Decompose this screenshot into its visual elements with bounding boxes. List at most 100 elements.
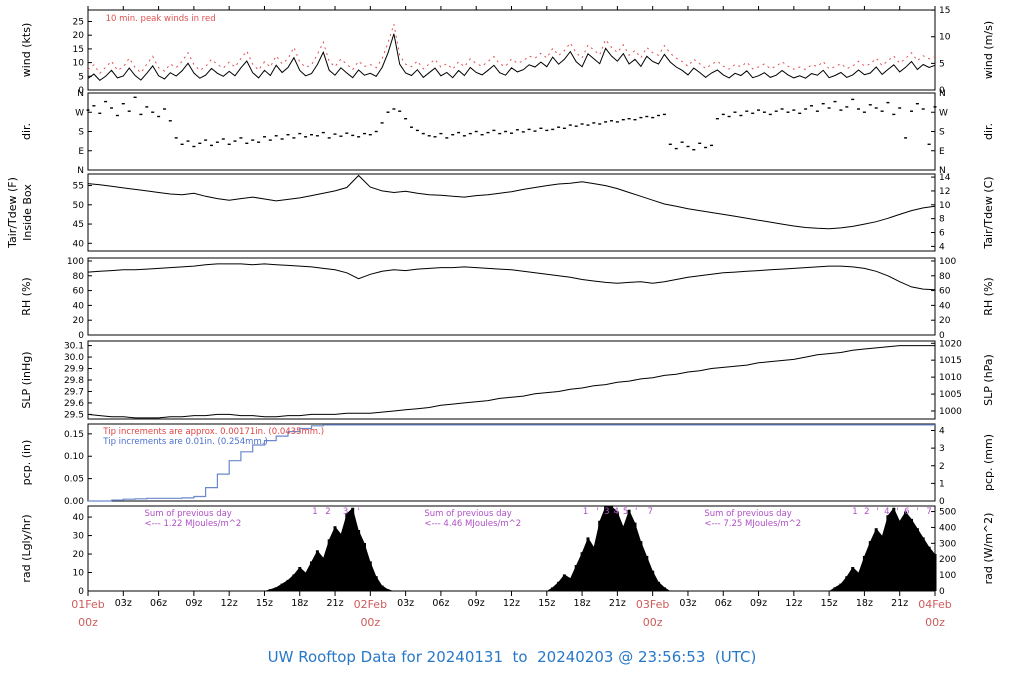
svg-text:01Feb: 01Feb — [71, 598, 104, 611]
svg-text:1: 1 — [583, 507, 588, 517]
svg-text:N: N — [77, 89, 84, 99]
svg-text:50: 50 — [73, 201, 85, 211]
svg-text:20: 20 — [939, 316, 951, 326]
svg-text:0.10: 0.10 — [64, 452, 84, 462]
svg-text:dir.: dir. — [982, 123, 995, 140]
svg-text:0.00: 0.00 — [64, 497, 84, 507]
svg-text:pcp. (mm): pcp. (mm) — [982, 434, 995, 491]
svg-text:21z: 21z — [891, 598, 908, 609]
svg-text:100: 100 — [939, 257, 956, 267]
svg-text:Tip increments are 0.01in. (0: Tip increments are 0.01in. (0.254mm.) — [102, 437, 267, 447]
svg-text:1: 1 — [939, 479, 945, 489]
svg-text:40: 40 — [939, 301, 951, 311]
svg-text:7: 7 — [926, 507, 931, 517]
svg-text:rad (W/m^2): rad (W/m^2) — [982, 513, 995, 585]
svg-text:15z: 15z — [821, 598, 838, 609]
svg-text:03z: 03z — [115, 598, 132, 609]
svg-text:Sum of previous day: Sum of previous day — [704, 509, 791, 519]
svg-text:3: 3 — [604, 507, 609, 517]
svg-text:0: 0 — [939, 331, 945, 341]
svg-text:4: 4 — [884, 507, 889, 517]
svg-text:E: E — [78, 147, 84, 157]
svg-text:12z: 12z — [503, 598, 520, 609]
svg-text:04Feb: 04Feb — [918, 598, 951, 611]
svg-text:10 min. peak winds in red: 10 min. peak winds in red — [106, 14, 216, 24]
svg-text:SLP (inHg): SLP (inHg) — [20, 351, 33, 408]
svg-text:wind (m/s): wind (m/s) — [982, 21, 995, 79]
svg-text:4: 4 — [939, 242, 945, 252]
svg-text:W: W — [75, 108, 84, 118]
svg-text:0: 0 — [939, 86, 945, 96]
svg-text:5: 5 — [78, 72, 84, 82]
svg-text:18z: 18z — [574, 598, 591, 609]
svg-text:0.15: 0.15 — [64, 430, 84, 440]
svg-text:2: 2 — [864, 507, 869, 517]
svg-text:100: 100 — [939, 571, 956, 581]
svg-text:12: 12 — [939, 187, 950, 197]
svg-text:1020: 1020 — [939, 339, 962, 349]
svg-text:06z: 06z — [715, 598, 732, 609]
svg-text:29.8: 29.8 — [64, 376, 84, 386]
svg-text:': ' — [596, 507, 598, 517]
svg-text:20: 20 — [73, 550, 85, 560]
svg-text:RH (%): RH (%) — [982, 277, 995, 315]
svg-text:1010: 1010 — [939, 373, 962, 383]
svg-text:Tair/Tdew (F): Tair/Tdew (F) — [6, 177, 19, 249]
svg-text:3: 3 — [939, 444, 945, 454]
svg-text:20: 20 — [73, 31, 85, 41]
svg-text:400: 400 — [939, 523, 956, 533]
svg-text:Sum of previous day: Sum of previous day — [424, 509, 511, 519]
svg-text:': ' — [916, 507, 918, 517]
svg-text:N: N — [939, 166, 946, 176]
svg-text:2: 2 — [939, 462, 945, 472]
svg-text:<--- 7.25 MJoules/m^2: <--- 7.25 MJoules/m^2 — [704, 519, 801, 529]
svg-text:8: 8 — [939, 215, 945, 225]
svg-text:1: 1 — [312, 507, 317, 517]
svg-text:29.9: 29.9 — [64, 365, 84, 375]
svg-text:': ' — [896, 507, 898, 517]
svg-text:20: 20 — [73, 316, 85, 326]
svg-text:40: 40 — [73, 301, 85, 311]
svg-text:40: 40 — [73, 239, 85, 249]
svg-text:18z: 18z — [856, 598, 873, 609]
svg-text:500: 500 — [939, 508, 956, 518]
svg-text:15z: 15z — [256, 598, 273, 609]
svg-text:40: 40 — [73, 513, 85, 523]
svg-text:06z: 06z — [432, 598, 449, 609]
svg-text:29.7: 29.7 — [64, 387, 84, 397]
svg-text:1: 1 — [852, 507, 857, 517]
svg-text:0: 0 — [939, 497, 945, 507]
svg-text:12z: 12z — [221, 598, 238, 609]
svg-text:E: E — [939, 147, 945, 157]
svg-text:100: 100 — [67, 257, 84, 267]
svg-text:0: 0 — [78, 86, 84, 96]
svg-text:4: 4 — [939, 427, 945, 437]
svg-text:29.6: 29.6 — [64, 399, 84, 409]
svg-text:5: 5 — [623, 507, 628, 517]
svg-text:rad (Lgly/hr): rad (Lgly/hr) — [20, 514, 33, 582]
svg-text:Tair/Tdew (C): Tair/Tdew (C) — [982, 176, 995, 249]
svg-text:': ' — [635, 507, 637, 517]
svg-text:06z: 06z — [150, 598, 167, 609]
svg-text:10: 10 — [73, 569, 85, 579]
chart-title: UW Rooftop Data for 20240131 to 20240203… — [267, 648, 757, 666]
svg-text:7: 7 — [648, 507, 653, 517]
svg-text:12z: 12z — [785, 598, 802, 609]
svg-text:09z: 09z — [185, 598, 202, 609]
svg-text:02Feb: 02Feb — [354, 598, 387, 611]
svg-text:': ' — [876, 507, 878, 517]
svg-text:6: 6 — [939, 229, 945, 239]
svg-text:30.1: 30.1 — [64, 342, 84, 352]
svg-text:0: 0 — [78, 587, 84, 597]
svg-text:1000: 1000 — [939, 407, 962, 417]
svg-text:45: 45 — [73, 220, 84, 230]
svg-text:30.0: 30.0 — [64, 353, 84, 363]
svg-text:21z: 21z — [609, 598, 626, 609]
svg-text:00z: 00z — [78, 616, 98, 629]
svg-text:00z: 00z — [643, 616, 663, 629]
svg-text:0: 0 — [939, 587, 945, 597]
svg-text:200: 200 — [939, 555, 956, 565]
svg-text:15: 15 — [939, 6, 950, 16]
svg-text:N: N — [77, 166, 84, 176]
